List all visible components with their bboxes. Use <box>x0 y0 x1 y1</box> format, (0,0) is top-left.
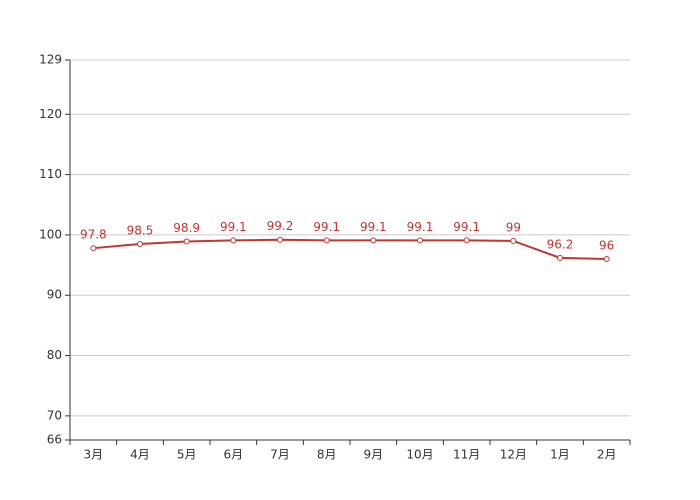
x-tick-label: 9月 <box>364 448 384 462</box>
data-label: 99.1 <box>313 220 340 234</box>
point <box>510 237 517 244</box>
data-label: 99.1 <box>220 220 247 234</box>
point <box>277 236 283 243</box>
data-label: 97.8 <box>80 228 107 242</box>
data-label: 96.2 <box>547 237 574 251</box>
point <box>370 237 377 244</box>
data-label: 98.5 <box>127 223 154 237</box>
point <box>90 245 97 252</box>
point <box>417 237 423 244</box>
point <box>603 256 610 263</box>
y-tick-label: 110 <box>39 167 62 181</box>
x-tick-label: 4月 <box>130 448 150 462</box>
x-tick-label: 10月 <box>406 448 433 462</box>
data-label: 98.9 <box>173 221 200 235</box>
x-tick-label: 12月 <box>500 448 527 462</box>
x-tick-label: 1月 <box>550 448 570 462</box>
point <box>323 237 330 244</box>
data-label: 99.1 <box>453 220 480 234</box>
y-tick-label: 120 <box>39 107 62 121</box>
point <box>230 237 237 244</box>
y-tick-label: 100 <box>39 227 62 241</box>
x-tick-label: 8月 <box>317 448 337 462</box>
point <box>183 238 190 245</box>
x-tick-label: 5月 <box>177 448 197 462</box>
data-label: 99 <box>506 220 521 234</box>
data-label: 99.1 <box>360 220 387 234</box>
x-tick-label: 3月 <box>84 448 104 462</box>
data-label: 96 <box>599 239 614 253</box>
x-tick-label: 6月 <box>224 448 244 462</box>
line <box>93 238 607 261</box>
y-tick-label: 66 <box>47 433 62 447</box>
data-label: 99.1 <box>407 220 434 234</box>
point <box>557 254 563 261</box>
y-tick-label: 70 <box>47 408 62 422</box>
y-tick-label: 80 <box>47 348 62 362</box>
x-tick-label: 11月 <box>453 448 480 462</box>
data-label: 99.2 <box>267 219 294 233</box>
y-tick-label: 90 <box>47 288 62 302</box>
y-tick-label: 129 <box>39 53 62 67</box>
x-tick-label: 2月 <box>597 448 617 462</box>
point <box>137 240 143 247</box>
x-tick-label: 7月 <box>270 448 290 462</box>
point <box>463 237 470 244</box>
